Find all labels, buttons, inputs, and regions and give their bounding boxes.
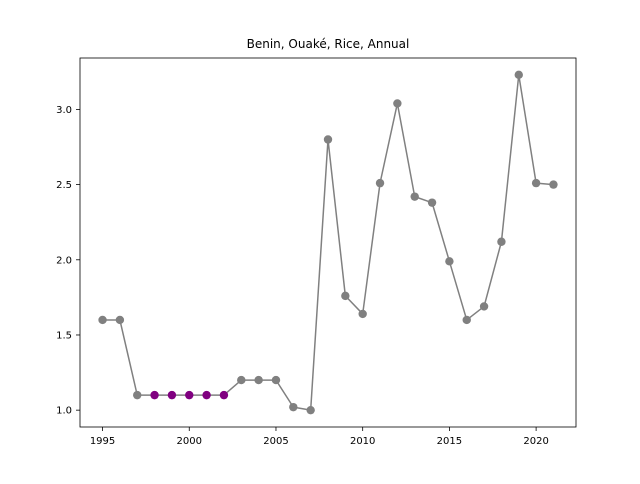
data-point [341,291,350,301]
data-point [289,402,298,412]
x-tick-label: 2020 [523,436,548,447]
data-point-highlighted [167,390,177,400]
data-point [98,315,107,325]
y-tick-label: 2.5 [56,180,72,191]
data-point-highlighted [202,390,211,400]
x-tick-label: 2015 [437,436,462,447]
y-tick-label: 1.0 [56,406,72,417]
y-axis: 1.0 1.5 2.0 2.5 3.0 [56,105,80,417]
plot-area-frame [79,57,577,428]
data-point [237,375,246,385]
data-point [410,192,419,201]
data-point-highlighted [219,390,229,400]
x-tick-label: 2005 [263,436,288,447]
x-tick-label: 2010 [350,436,375,447]
data-point [254,375,263,385]
x-tick-label: 2000 [177,436,202,447]
data-point [462,315,471,325]
data-point-highlighted [185,390,194,400]
data-point [115,315,125,325]
chart-title: Benin, Ouaké, Rice, Annual [247,37,410,51]
x-tick-label: 1995 [90,436,115,447]
data-point [306,405,315,415]
data-points [98,70,558,415]
data-point [358,309,367,319]
data-point [323,135,333,144]
data-point [549,180,558,189]
data-point [427,198,437,207]
y-tick-label: 1.5 [56,330,72,341]
data-point [514,70,523,80]
data-point [393,99,402,108]
data-point [375,178,385,188]
data-point [445,257,454,266]
y-tick-label: 3.0 [56,105,72,116]
data-point [133,390,142,400]
data-point [497,237,506,246]
y-tick-label: 2.0 [56,255,72,266]
data-point [531,178,541,188]
data-point [479,302,489,311]
data-point-highlighted [150,390,159,400]
x-axis: 1995 2000 2005 2010 2015 2020 [90,427,549,447]
data-point [271,375,281,385]
